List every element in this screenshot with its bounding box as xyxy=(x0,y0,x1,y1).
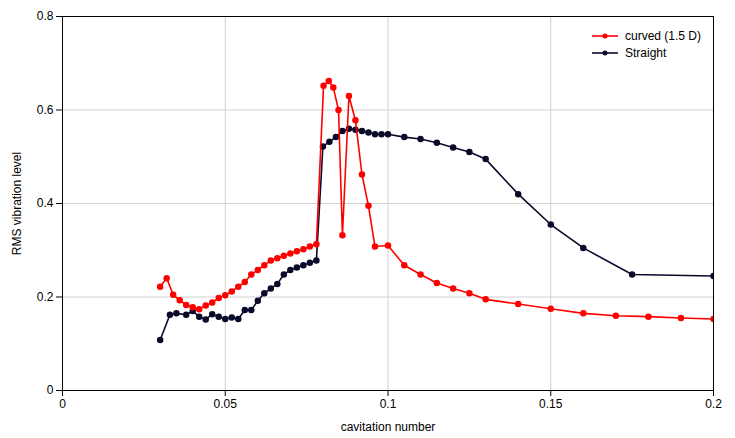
svg-text:0.05: 0.05 xyxy=(214,397,238,411)
svg-text:0.4: 0.4 xyxy=(37,196,54,210)
svg-text:0.2: 0.2 xyxy=(705,397,722,411)
svg-text:RMS vibration level: RMS vibration level xyxy=(10,152,24,255)
svg-text:0.15: 0.15 xyxy=(539,397,563,411)
svg-text:0.2: 0.2 xyxy=(37,290,54,304)
svg-text:0.1: 0.1 xyxy=(380,397,397,411)
svg-text:0.6: 0.6 xyxy=(37,103,54,117)
html-text:Straight: Straight xyxy=(625,46,667,60)
html-text:curved (1.5 D): curved (1.5 D) xyxy=(625,29,701,43)
svg-text:0: 0 xyxy=(59,397,66,411)
svg-text:0.8: 0.8 xyxy=(37,9,54,23)
svg-text:0: 0 xyxy=(47,383,54,397)
svg-text:cavitation number: cavitation number xyxy=(341,420,436,434)
